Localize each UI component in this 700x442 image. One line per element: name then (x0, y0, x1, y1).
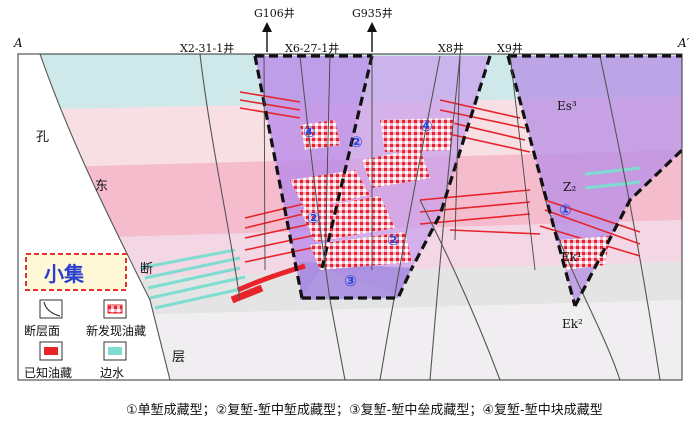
known-oil-thick-band (236, 263, 306, 293)
strata-ek2: Ek² (562, 317, 583, 331)
trap-number-1: ① (559, 201, 572, 219)
trap-number-3: ③ (344, 272, 357, 290)
layer-light-gray (18, 300, 682, 380)
legend-known-reservoir-label: 已知油藏 (24, 366, 72, 380)
strata-es3: Es³ (557, 99, 577, 113)
legend-title-box (25, 253, 127, 291)
fault-name-char-1: 孔 (36, 130, 49, 145)
section-end-label: A′ (677, 36, 690, 50)
known-oil-thick-band-2 (230, 284, 264, 304)
well-label-x8: X8井 (438, 41, 464, 55)
footwall-block (18, 54, 170, 380)
trap-number-2b: ② (307, 209, 320, 227)
graben-boundaries (253, 54, 682, 307)
well-label-x6: X6-27-1井 (285, 41, 339, 55)
legend-new-reservoir-label: 新发现油藏 (86, 323, 146, 338)
section-start-label: A (13, 36, 23, 50)
figure-caption: ①单堑成藏型；②复堑-堑中堑成藏型；③复堑-堑中垒成藏型；④复堑-堑中块成藏型 (126, 403, 603, 418)
edge-water-stripes (139, 166, 641, 310)
well-arrows (262, 22, 377, 52)
well-paths (263, 54, 536, 271)
legend-edge-water-label: 边水 (100, 366, 124, 380)
graben-right-fill (508, 56, 682, 306)
trap-number-4b: ④ (420, 117, 433, 135)
well-label-x2: X2-31-1井 (180, 41, 234, 55)
graben-bottom-fill (300, 262, 412, 300)
strata-ek1: Ek¹ (561, 250, 582, 264)
trap-number-2a: ② (350, 133, 363, 151)
fault-lines (39, 54, 661, 380)
legend-title: 小集 (44, 262, 85, 286)
fault-name-char-3: 断 (140, 262, 153, 277)
legend-new-reservoir-icon (107, 304, 123, 314)
section-frame (17, 53, 683, 381)
section-body (18, 54, 682, 380)
well-label-g106: G106井 (254, 6, 295, 20)
legend-fault-plane-icon (43, 301, 61, 317)
legend-fault-plane-label: 断层面 (24, 323, 60, 338)
legend-fault-plane-swatch (39, 299, 63, 319)
well-label-g935: G935井 (352, 6, 393, 20)
trap-number-4a: ④ (303, 123, 316, 141)
legend-edge-water-icon (108, 347, 122, 355)
fault-name-char-2: 东 (95, 179, 108, 194)
legend: 小集 断层面 新发现油藏 已知油藏 边水 (24, 253, 146, 380)
well-label-x9: X9井 (497, 41, 523, 55)
legend-known-reservoir-icon (44, 347, 58, 355)
trap-number-2c: ② (387, 231, 400, 249)
fault-name-char-4: 层 (172, 350, 185, 365)
strata-z2: Z₂ (563, 180, 576, 194)
